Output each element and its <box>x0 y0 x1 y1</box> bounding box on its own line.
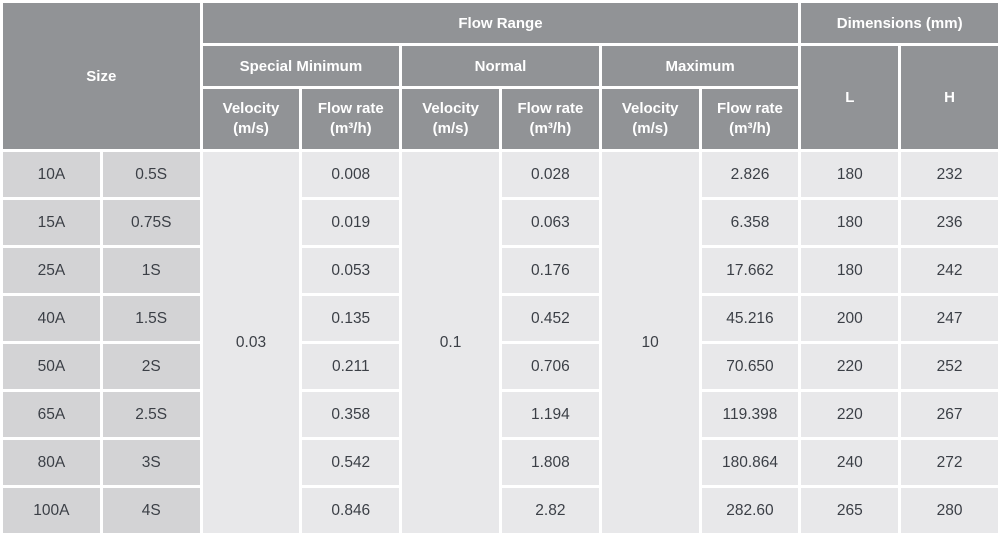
size-s-cell: 2.5S <box>102 392 200 437</box>
special-minimum-header: Special Minimum <box>202 46 400 86</box>
height-cell: 267 <box>901 392 998 437</box>
sm-flow-rate-cell: 0.053 <box>302 248 400 293</box>
size-s-cell: 4S <box>102 488 200 533</box>
normal-flow-rate-cell: 1.194 <box>501 392 599 437</box>
sm-flow-rate-cell: 0.358 <box>302 392 400 437</box>
normal-flow-rate-cell: 1.808 <box>501 440 599 485</box>
max-flow-rate-cell: 6.358 <box>701 200 799 245</box>
size-a-cell: 25A <box>3 248 100 293</box>
table-row: 10A 0.5S 0.03 0.008 0.1 0.028 10 2.826 1… <box>3 152 998 533</box>
size-a-cell: 40A <box>3 296 100 341</box>
size-s-cell: 0.5S <box>102 152 200 197</box>
maximum-header: Maximum <box>601 46 799 86</box>
height-cell: 272 <box>901 440 998 485</box>
length-cell: 180 <box>801 152 899 197</box>
height-cell: 236 <box>901 200 998 245</box>
size-a-cell: 10A <box>3 152 100 197</box>
normal-flow-rate-cell: 0.028 <box>501 152 599 197</box>
normal-flow-rate-cell: 0.706 <box>501 344 599 389</box>
size-a-cell: 65A <box>3 392 100 437</box>
header-row-units: Velocity (m/s) Flow rate (m³/h) Velocity… <box>3 89 998 149</box>
header-row-ranges: Special Minimum Normal Maximum L H <box>3 46 998 149</box>
normal-flow-rate-cell: 2.82 <box>501 488 599 533</box>
size-header: Size <box>3 3 200 149</box>
max-velocity-merged-cell: 10 <box>601 152 699 533</box>
length-cell: 220 <box>801 392 899 437</box>
header-row-groups: Size Flow Range Dimensions (mm) <box>3 3 998 149</box>
max-flow-rate-cell: 180.864 <box>701 440 799 485</box>
sm-flow-rate-header: Flow rate (m³/h) <box>302 89 400 149</box>
size-a-cell: 15A <box>3 200 100 245</box>
normal-flow-rate-cell: 0.176 <box>501 248 599 293</box>
max-flow-rate-cell: 45.216 <box>701 296 799 341</box>
height-cell: 280 <box>901 488 998 533</box>
sm-velocity-header: Velocity (m/s) <box>202 89 300 149</box>
table-row: 40A 1.5S 0.135 0.452 45.216 200 247 <box>3 296 998 341</box>
height-cell: 232 <box>901 152 998 197</box>
table-row: 15A 0.75S 0.019 0.063 6.358 180 236 <box>3 200 998 245</box>
max-flow-rate-cell: 282.60 <box>701 488 799 533</box>
length-column-header: L <box>801 46 899 149</box>
normal-flow-rate-cell: 0.063 <box>501 200 599 245</box>
normal-velocity-header: Velocity (m/s) <box>402 89 499 149</box>
size-s-cell: 0.75S <box>102 200 200 245</box>
max-flow-rate-cell: 70.650 <box>701 344 799 389</box>
height-cell: 252 <box>901 344 998 389</box>
length-cell: 200 <box>801 296 899 341</box>
height-column-header: H <box>901 46 998 149</box>
length-cell: 180 <box>801 200 899 245</box>
size-s-cell: 3S <box>102 440 200 485</box>
size-s-cell: 1S <box>102 248 200 293</box>
max-flow-rate-header: Flow rate (m³/h) <box>701 89 799 149</box>
normal-header: Normal <box>402 46 599 86</box>
length-cell: 240 <box>801 440 899 485</box>
max-flow-rate-cell: 17.662 <box>701 248 799 293</box>
max-flow-rate-cell: 2.826 <box>701 152 799 197</box>
size-a-cell: 80A <box>3 440 100 485</box>
height-cell: 247 <box>901 296 998 341</box>
sm-flow-rate-cell: 0.135 <box>302 296 400 341</box>
flow-range-header: Flow Range <box>202 3 799 43</box>
table-row: 100A 4S 0.846 2.82 282.60 265 280 <box>3 488 998 533</box>
sm-flow-rate-cell: 0.542 <box>302 440 400 485</box>
max-flow-rate-cell: 119.398 <box>701 392 799 437</box>
normal-flow-rate-cell: 0.452 <box>501 296 599 341</box>
length-cell: 220 <box>801 344 899 389</box>
table-row: 50A 2S 0.211 0.706 70.650 220 252 <box>3 344 998 389</box>
normal-flow-rate-header: Flow rate (m³/h) <box>501 89 599 149</box>
size-s-cell: 2S <box>102 344 200 389</box>
dimensions-header: Dimensions (mm) <box>801 3 998 43</box>
sm-flow-rate-cell: 0.008 <box>302 152 400 197</box>
sm-flow-rate-cell: 0.211 <box>302 344 400 389</box>
size-s-cell: 1.5S <box>102 296 200 341</box>
normal-velocity-merged-cell: 0.1 <box>402 152 499 533</box>
sm-flow-rate-cell: 0.019 <box>302 200 400 245</box>
table-row: 65A 2.5S 0.358 1.194 119.398 220 267 <box>3 392 998 437</box>
max-velocity-header: Velocity (m/s) <box>601 89 699 149</box>
length-cell: 265 <box>801 488 899 533</box>
table-row: 25A 1S 0.053 0.176 17.662 180 242 <box>3 248 998 293</box>
size-a-cell: 100A <box>3 488 100 533</box>
table-row: 80A 3S 0.542 1.808 180.864 240 272 <box>3 440 998 485</box>
sm-flow-rate-cell: 0.846 <box>302 488 400 533</box>
size-a-cell: 50A <box>3 344 100 389</box>
length-cell: 180 <box>801 248 899 293</box>
height-cell: 242 <box>901 248 998 293</box>
sm-velocity-merged-cell: 0.03 <box>202 152 300 533</box>
